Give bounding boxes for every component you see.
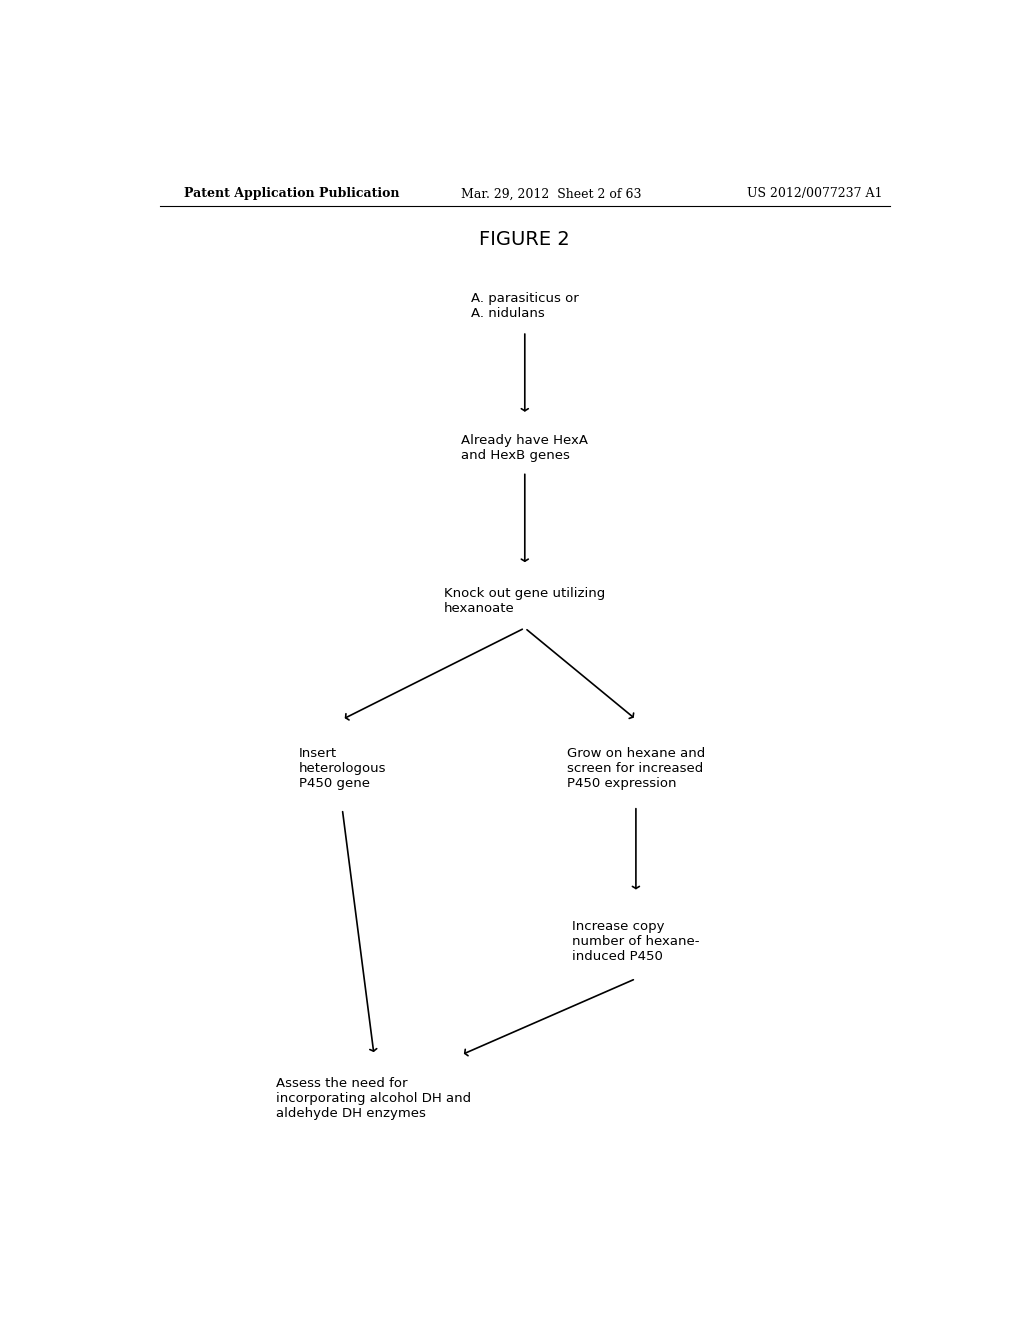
Text: Patent Application Publication: Patent Application Publication — [183, 187, 399, 201]
Text: A. parasiticus or
A. nidulans: A. parasiticus or A. nidulans — [471, 292, 579, 319]
Text: Increase copy
number of hexane-
induced P450: Increase copy number of hexane- induced … — [572, 920, 699, 962]
Text: Knock out gene utilizing
hexanoate: Knock out gene utilizing hexanoate — [444, 586, 605, 615]
Text: Already have HexA
and HexB genes: Already have HexA and HexB genes — [461, 434, 589, 462]
Text: Assess the need for
incorporating alcohol DH and
aldehyde DH enzymes: Assess the need for incorporating alcoho… — [276, 1077, 472, 1121]
Text: Grow on hexane and
screen for increased
P450 expression: Grow on hexane and screen for increased … — [566, 747, 706, 789]
Text: Mar. 29, 2012  Sheet 2 of 63: Mar. 29, 2012 Sheet 2 of 63 — [461, 187, 642, 201]
Text: FIGURE 2: FIGURE 2 — [479, 230, 570, 249]
Text: Insert
heterologous
P450 gene: Insert heterologous P450 gene — [299, 747, 386, 789]
Text: US 2012/0077237 A1: US 2012/0077237 A1 — [748, 187, 883, 201]
